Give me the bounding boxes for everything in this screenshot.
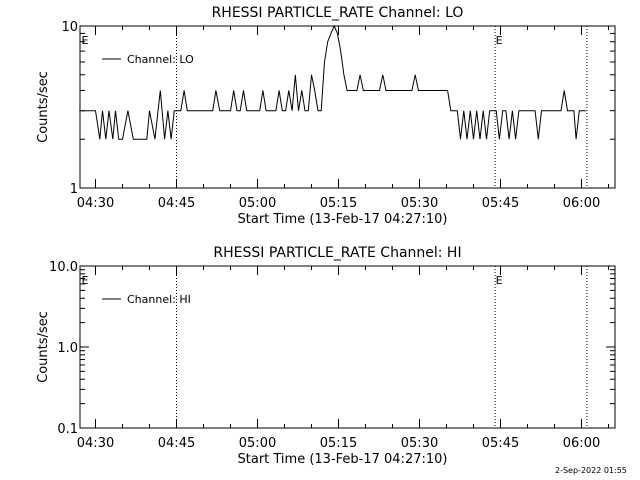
- x-tick-label: 05:15: [320, 196, 357, 211]
- date-stamp: 2-Sep-2022 01:55: [555, 466, 627, 475]
- x-axis-label: Start Time (13-Feb-17 04:27:10): [238, 452, 448, 467]
- x-tick-label: 06:00: [563, 436, 600, 451]
- series-line-channel-lo: [79, 24, 586, 140]
- x-tick-label: 04:30: [77, 436, 114, 451]
- x-tick-label: 06:00: [563, 196, 600, 211]
- legend-label: Channel: HI: [127, 293, 191, 306]
- x-tick-label: 05:30: [401, 436, 438, 451]
- legend-label: Channel: LO: [127, 53, 194, 66]
- e-marker: E: [82, 274, 89, 287]
- chart-title: RHESSI PARTICLE_RATE Channel: LO: [212, 5, 464, 21]
- x-tick-label: 05:45: [482, 196, 519, 211]
- x-axis-label: Start Time (13-Feb-17 04:27:10): [238, 212, 448, 227]
- x-tick-label: 05:00: [239, 196, 276, 211]
- x-tick-label: 05:00: [239, 436, 276, 451]
- chart-title: RHESSI PARTICLE_RATE Channel: HI: [213, 245, 461, 261]
- y-tick-label: 1: [70, 182, 78, 197]
- plot-frame: [79, 25, 616, 189]
- x-tick-label: 05:15: [320, 436, 357, 451]
- y-tick-label: 0.1: [57, 422, 78, 437]
- y-tick-label: 1.0: [57, 341, 78, 356]
- x-tick-label: 04:45: [158, 196, 195, 211]
- x-tick-label: 04:45: [158, 436, 195, 451]
- y-tick-label: 10.0: [49, 260, 78, 275]
- x-tick-label: 05:30: [401, 196, 438, 211]
- y-tick-label: 10: [61, 20, 78, 35]
- e-marker: E: [496, 34, 503, 47]
- e-marker: E: [82, 34, 89, 47]
- panel-hi: RHESSI PARTICLE_RATE Channel: HI 0.1 1.0 10…: [36, 245, 616, 467]
- x-tick-label: 04:30: [77, 196, 114, 211]
- x-tick-label: 05:45: [482, 436, 519, 451]
- plot-frame: [79, 265, 616, 429]
- y-axis-label: Counts/sec: [36, 311, 51, 383]
- panel-lo: RHESSI PARTICLE_RATE Channel: LO 1 10 Count…: [36, 5, 616, 227]
- e-marker: E: [496, 274, 503, 287]
- y-axis-label: Counts/sec: [36, 71, 51, 143]
